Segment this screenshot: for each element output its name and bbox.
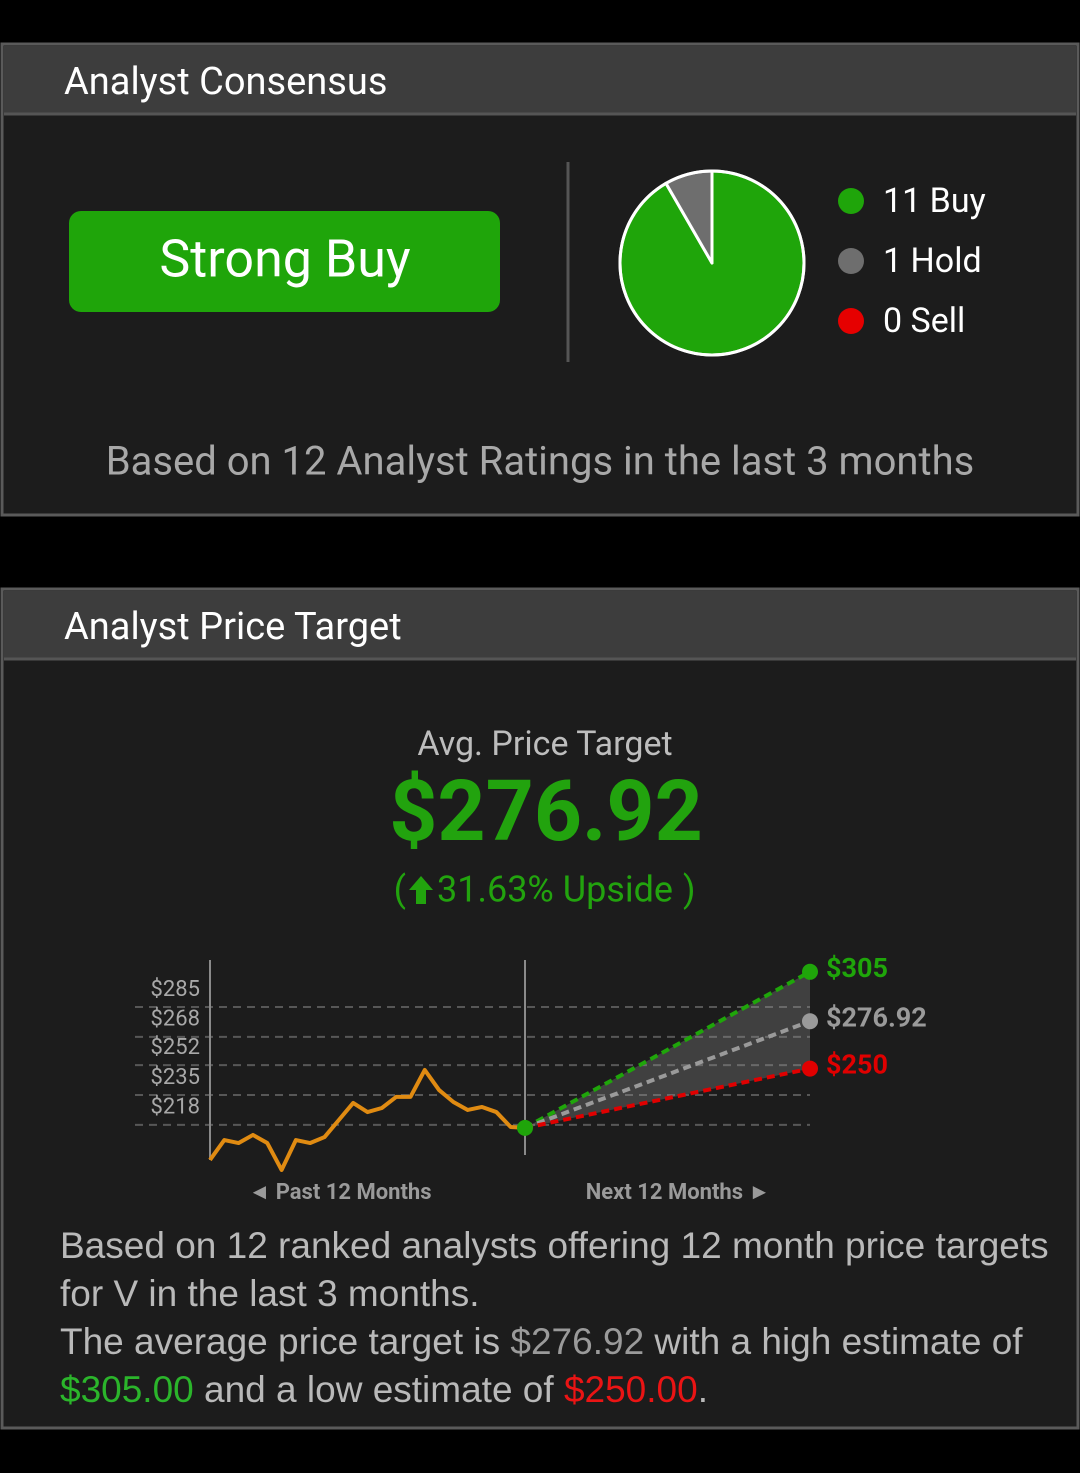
current-dot bbox=[517, 1119, 533, 1136]
rating-badge bbox=[69, 211, 500, 312]
up-arrow-icon bbox=[409, 876, 433, 904]
y-tick-label: $252 bbox=[151, 1035, 200, 1060]
avg-estimate: $276.92 bbox=[510, 1321, 645, 1362]
panel-title: Analyst Price Target bbox=[64, 605, 402, 649]
pie-outline bbox=[618, 169, 806, 357]
panel-header bbox=[4, 46, 1076, 114]
summary-text: with a high estimate of bbox=[644, 1321, 1023, 1362]
price-chart: $285 $268 $252 $235 $218 $305 $276.92 $250 ◄ Pas… bbox=[135, 952, 927, 1205]
legend-count: 0 bbox=[883, 301, 902, 341]
x-caption: ◄ Past 12 Months bbox=[248, 1180, 431, 1205]
avg-caption: Avg. Price Target bbox=[417, 724, 672, 764]
low-estimate: $250.00 bbox=[563, 1369, 698, 1410]
target-label: $305 bbox=[826, 952, 888, 984]
target-line bbox=[524, 970, 811, 1130]
high-estimate: $305.00 bbox=[60, 1369, 194, 1410]
x-caption: Next 12 Months ► bbox=[586, 1180, 771, 1205]
y-tick-label: $235 bbox=[151, 1065, 200, 1090]
note: Based on 12 Analyst Ratings in the last … bbox=[106, 438, 975, 485]
legend-label: 11 Buy bbox=[883, 181, 986, 221]
y-tick-label: $218 bbox=[151, 1095, 200, 1120]
price-line bbox=[208, 1068, 526, 1172]
summary-text: Based on 12 ranked analysts offering 12 … bbox=[60, 1225, 1049, 1314]
upside-paren: ( bbox=[394, 869, 406, 911]
panel bbox=[0, 587, 1080, 1430]
legend-name: Buy bbox=[930, 181, 986, 221]
target-dot bbox=[802, 963, 818, 980]
legend-count: 11 bbox=[883, 181, 921, 221]
summary-text: and a low estimate of bbox=[193, 1369, 564, 1410]
legend-swatch bbox=[838, 248, 864, 274]
legend-name: Hold bbox=[911, 241, 982, 281]
upside-paren: ) bbox=[683, 869, 696, 911]
summary-text: The average price target is bbox=[60, 1321, 511, 1362]
legend-swatch bbox=[838, 188, 864, 214]
avg-value: $276.92 bbox=[389, 762, 703, 861]
panel-header bbox=[4, 591, 1076, 659]
target-label: $276.92 bbox=[826, 1001, 927, 1033]
target-line bbox=[524, 1019, 811, 1130]
y-tick-label: $285 bbox=[151, 977, 200, 1002]
target-dot bbox=[802, 1013, 818, 1030]
legend-label: 1 Hold bbox=[883, 241, 982, 281]
rating-text: Strong Buy bbox=[159, 229, 410, 290]
summary-text: . bbox=[697, 1369, 708, 1410]
upside: 31.63% Upside bbox=[437, 869, 673, 911]
y-tick-label: $268 bbox=[151, 1007, 200, 1032]
legend-name: Sell bbox=[911, 301, 966, 341]
legend-count: 1 bbox=[883, 241, 902, 281]
panel-title: Analyst Consensus bbox=[64, 60, 387, 104]
pie-chart bbox=[618, 169, 806, 357]
target-label: $250 bbox=[826, 1049, 888, 1081]
legend-label: 0 Sell bbox=[883, 301, 965, 341]
target-line bbox=[524, 1066, 811, 1130]
target-dot bbox=[802, 1060, 818, 1077]
summary: Based on 12 ranked analysts offering 12 … bbox=[60, 1222, 1050, 1414]
legend-swatch bbox=[838, 308, 864, 334]
